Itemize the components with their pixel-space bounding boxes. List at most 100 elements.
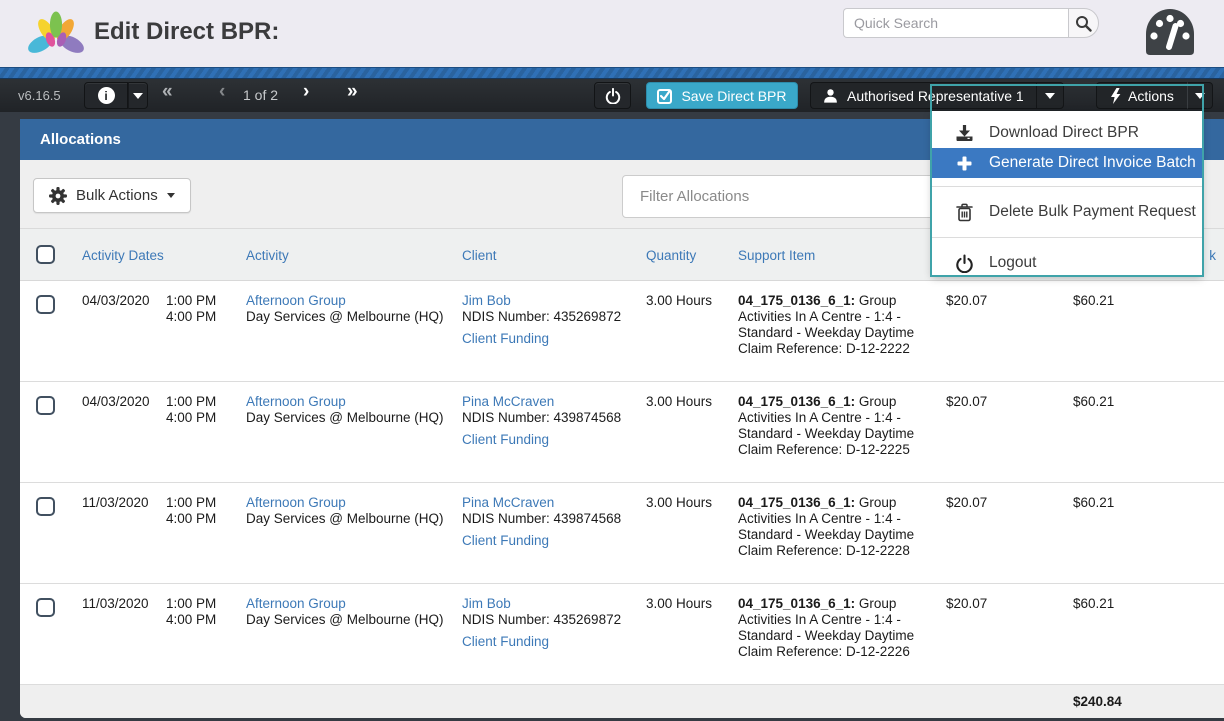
- download-icon: [956, 124, 973, 141]
- activity-cell: Afternoon Group Day Services @ Melbourne…: [246, 584, 462, 684]
- menu-item-label: Logout: [989, 254, 1037, 271]
- menu-item-label: Delete Bulk Payment Request: [989, 203, 1196, 220]
- table-row: 11/03/2020 1:00 PM 4:00 PM Afternoon Gro…: [20, 584, 1224, 685]
- column-header-activity[interactable]: Activity: [246, 248, 289, 263]
- quantity: 3.00 Hours: [646, 293, 713, 308]
- activity-detail: Day Services @ Melbourne (HQ): [246, 410, 444, 425]
- client-funding-link[interactable]: Client Funding: [462, 533, 550, 548]
- user-dropdown-button[interactable]: [1035, 82, 1064, 109]
- trash-icon: [956, 203, 973, 221]
- support-item-code: 04_175_0136_6_1:: [738, 293, 856, 308]
- activity-link[interactable]: Afternoon Group: [246, 495, 346, 510]
- row-checkbox[interactable]: [36, 396, 55, 415]
- client-ndis-number: NDIS Number: 439874568: [462, 511, 622, 526]
- support-item-code: 04_175_0136_6_1:: [738, 596, 856, 611]
- menu-item-label: Download Direct BPR: [989, 124, 1139, 141]
- info-icon: i: [97, 87, 115, 104]
- menu-item-delete-bulk-payment-request[interactable]: Delete Bulk Payment Request: [932, 195, 1202, 229]
- select-all-checkbox[interactable]: [36, 245, 55, 264]
- actions-button[interactable]: Actions: [1096, 82, 1187, 109]
- client-funding-link[interactable]: Client Funding: [462, 634, 550, 649]
- client-funding-link[interactable]: Client Funding: [462, 432, 550, 447]
- client-link[interactable]: Jim Bob: [462, 596, 511, 611]
- line-total: $60.21: [1073, 495, 1115, 510]
- menu-item-download-direct-bpr[interactable]: Download Direct BPR: [932, 118, 1202, 148]
- support-item-cell: 04_175_0136_6_1: Group Activities In A C…: [738, 382, 946, 482]
- client-link[interactable]: Jim Bob: [462, 293, 511, 308]
- table-body: 04/03/2020 1:00 PM 4:00 PM Afternoon Gro…: [20, 281, 1224, 685]
- plus-icon: [957, 156, 972, 170]
- activity-cell: Afternoon Group Day Services @ Melbourne…: [246, 483, 462, 583]
- activity-detail: Day Services @ Melbourne (HQ): [246, 612, 444, 627]
- caret-down-icon: [1044, 92, 1055, 99]
- client-cell: Jim Bob NDIS Number: 435269872 Client Fu…: [462, 584, 646, 684]
- actions-dropdown-menu: Download Direct BPR Generate Direct Invo…: [932, 111, 1202, 275]
- activity-link[interactable]: Afternoon Group: [246, 293, 346, 308]
- check-square-icon: [657, 88, 673, 104]
- caret-down-icon: [166, 193, 175, 198]
- unit-price: $20.07: [946, 495, 988, 510]
- gear-icon: [49, 186, 67, 205]
- support-item-description: Group Activities In A Centre - 1:4 - Sta…: [738, 394, 915, 441]
- unit-price: $20.07: [946, 394, 988, 409]
- prev-page-icon[interactable]: ‹: [219, 81, 226, 102]
- activity-link[interactable]: Afternoon Group: [246, 394, 346, 409]
- column-header-quantity[interactable]: Quantity: [646, 248, 697, 263]
- client-ndis-number: NDIS Number: 435269872: [462, 309, 622, 324]
- menu-divider: [932, 237, 1202, 238]
- save-direct-bpr-button[interactable]: Save Direct BPR: [646, 82, 798, 109]
- search-button[interactable]: [1068, 8, 1099, 38]
- power-button[interactable]: [594, 82, 631, 109]
- total-amount: $240.84: [1073, 694, 1122, 709]
- actions-button-group: Actions: [1096, 82, 1213, 109]
- bulk-actions-label: Bulk Actions: [76, 187, 158, 204]
- menu-item-logout[interactable]: Logout: [932, 246, 1202, 280]
- table-footer-row: $240.84: [20, 685, 1224, 718]
- activity-detail: Day Services @ Melbourne (HQ): [246, 511, 444, 526]
- user-button[interactable]: Authorised Representative 1: [810, 82, 1036, 109]
- dashboard-gauge-icon[interactable]: [1143, 6, 1197, 58]
- support-item-description: Group Activities In A Centre - 1:4 - Sta…: [738, 596, 915, 643]
- activity-date: 11/03/2020: [82, 495, 149, 510]
- column-header-support-item[interactable]: Support Item: [738, 248, 816, 263]
- actions-dropdown-button[interactable]: [1186, 82, 1213, 109]
- unit-price: $20.07: [946, 596, 988, 611]
- column-header-activity-dates[interactable]: Activity Dates: [82, 248, 164, 263]
- column-header-client[interactable]: Client: [462, 248, 497, 263]
- first-page-icon[interactable]: «: [162, 81, 173, 102]
- claim-reference: Claim Reference: D-12-2226: [738, 644, 910, 659]
- support-item-cell: 04_175_0136_6_1: Group Activities In A C…: [738, 483, 946, 583]
- client-funding-link[interactable]: Client Funding: [462, 331, 550, 346]
- client-link[interactable]: Pina McCraven: [462, 394, 555, 409]
- row-checkbox[interactable]: [36, 598, 55, 617]
- next-page-icon[interactable]: ›: [303, 81, 310, 102]
- quick-search-input[interactable]: [843, 8, 1068, 38]
- menu-divider: [932, 186, 1202, 187]
- claim-reference: Claim Reference: D-12-2225: [738, 442, 910, 457]
- user-icon: [824, 88, 837, 103]
- activity-times: 1:00 PM 4:00 PM: [166, 495, 217, 526]
- client-ndis-number: NDIS Number: 439874568: [462, 410, 622, 425]
- table-row: 04/03/2020 1:00 PM 4:00 PM Afternoon Gro…: [20, 281, 1224, 382]
- support-item-cell: 04_175_0136_6_1: Group Activities In A C…: [738, 281, 946, 381]
- claim-reference: Claim Reference: D-12-2222: [738, 341, 910, 356]
- bulk-actions-button[interactable]: Bulk Actions: [33, 178, 191, 213]
- client-cell: Pina McCraven NDIS Number: 439874568 Cli…: [462, 382, 646, 482]
- quantity: 3.00 Hours: [646, 495, 713, 510]
- save-button-label: Save Direct BPR: [681, 87, 787, 104]
- menu-item-label: Generate Direct Invoice Batch: [989, 154, 1196, 171]
- caret-down-icon: [1194, 92, 1205, 99]
- power-icon: [605, 87, 620, 104]
- client-link[interactable]: Pina McCraven: [462, 495, 555, 510]
- info-dropdown-button[interactable]: [128, 82, 148, 109]
- activity-detail: Day Services @ Melbourne (HQ): [246, 309, 444, 324]
- activity-link[interactable]: Afternoon Group: [246, 596, 346, 611]
- allocations-panel: Allocations Bulk Actions Activity Dates …: [20, 119, 1224, 718]
- last-page-icon[interactable]: »: [347, 81, 358, 102]
- power-icon: [956, 253, 973, 273]
- row-checkbox[interactable]: [36, 497, 55, 516]
- info-button[interactable]: i: [84, 82, 128, 109]
- support-item-description: Group Activities In A Centre - 1:4 - Sta…: [738, 495, 915, 542]
- row-checkbox[interactable]: [36, 295, 55, 314]
- menu-item-generate-direct-invoice-batch[interactable]: Generate Direct Invoice Batch: [932, 148, 1202, 178]
